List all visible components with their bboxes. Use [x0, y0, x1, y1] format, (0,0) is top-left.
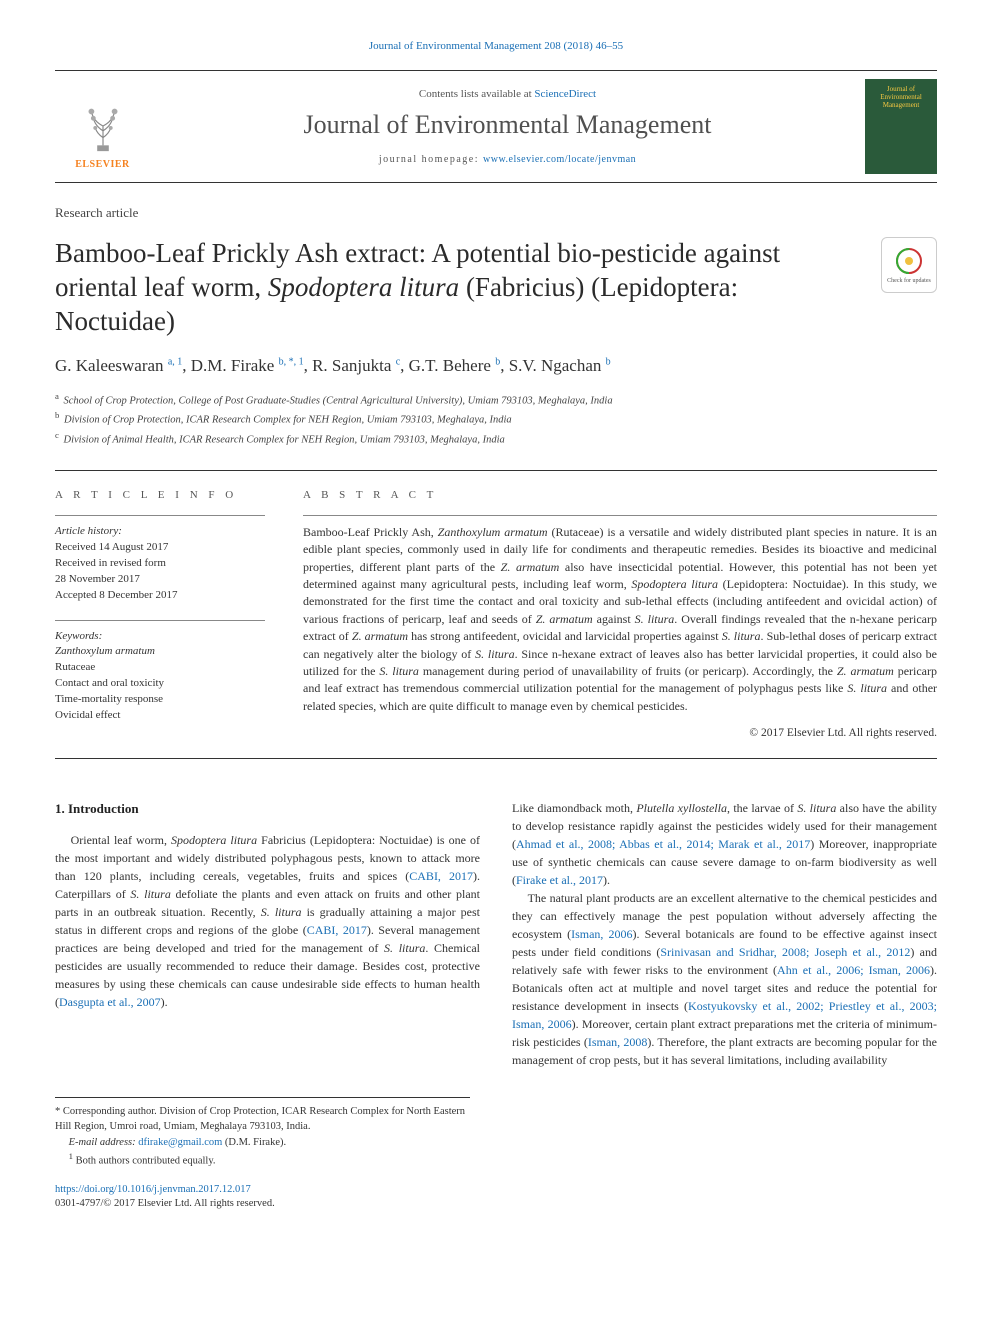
abstract-copyright: © 2017 Elsevier Ltd. All rights reserved…: [303, 727, 937, 739]
corresponding-author-note: * Corresponding author. Division of Crop…: [55, 1104, 470, 1134]
article-history-label: Article history:: [55, 524, 265, 540]
affiliation-b: b Division of Crop Protection, ICAR Rese…: [55, 409, 937, 428]
elsevier-logo[interactable]: ELSEVIER: [55, 79, 150, 174]
history-line: Received in revised form: [55, 556, 265, 572]
body-columns: 1. Introduction Oriental leaf worm, Spod…: [55, 799, 937, 1069]
article-info-column: A R T I C L E I N F O Article history: R…: [55, 489, 265, 740]
keyword: Time-mortality response: [55, 692, 265, 708]
section-rule-top: [55, 470, 937, 471]
section-rule-bottom: [55, 758, 937, 759]
introduction-heading: 1. Introduction: [55, 799, 480, 819]
article-info-heading: A R T I C L E I N F O: [55, 489, 265, 501]
keywords-label: Keywords:: [55, 629, 265, 645]
elsevier-tree-icon: [74, 97, 132, 155]
check-updates-label: Check for updates: [887, 278, 931, 284]
journal-homepage-link[interactable]: www.elsevier.com/locate/jenvman: [483, 154, 636, 165]
equal-contrib-note: 1 Both authors contributed equally.: [55, 1150, 470, 1169]
abstract-text: Bamboo-Leaf Prickly Ash, Zanthoxylum arm…: [303, 515, 937, 715]
journal-cover-thumbnail[interactable]: Journal of Environmental Management: [865, 79, 937, 174]
issn-copyright: 0301-4797/© 2017 Elsevier Ltd. All right…: [55, 1197, 937, 1212]
keyword: Rutaceae: [55, 660, 265, 676]
author-list: G. Kaleeswaran a, 1, D.M. Firake b, *, 1…: [55, 356, 937, 376]
keyword: Zanthoxylum armatum: [55, 644, 265, 660]
cover-line-1: Journal of: [868, 85, 934, 93]
footnotes: * Corresponding author. Division of Crop…: [55, 1097, 470, 1168]
crossmark-icon: [895, 247, 923, 275]
abstract-heading: A B S T R A C T: [303, 489, 937, 501]
journal-header: ELSEVIER Contents lists available at Sci…: [55, 70, 937, 183]
history-line: 28 November 2017: [55, 572, 265, 588]
email-note: E-mail address: dfirake@gmail.com (D.M. …: [55, 1135, 470, 1150]
sciencedirect-link[interactable]: ScienceDirect: [534, 88, 596, 100]
cover-line-3: Management: [868, 101, 934, 109]
affiliation-c: c Division of Animal Health, ICAR Resear…: [55, 429, 937, 448]
affiliations: a School of Crop Protection, College of …: [55, 390, 937, 448]
article-history-block: Article history: Received 14 August 2017…: [55, 515, 265, 604]
doi-link[interactable]: https://doi.org/10.1016/j.jenvman.2017.1…: [55, 1184, 251, 1195]
cover-line-2: Environmental: [868, 93, 934, 101]
check-updates-badge[interactable]: Check for updates: [881, 237, 937, 293]
intro-paragraph-2b: The natural plant products are an excell…: [512, 889, 937, 1069]
keyword: Ovicidal effect: [55, 708, 265, 724]
article-type: Research article: [55, 205, 937, 221]
contents-lists-line: Contents lists available at ScienceDirec…: [160, 88, 855, 100]
intro-paragraph-2a: Like diamondback moth, Plutella xylloste…: [512, 799, 937, 889]
journal-citation-link[interactable]: Journal of Environmental Management 208 …: [55, 40, 937, 52]
affiliation-a: a School of Crop Protection, College of …: [55, 390, 937, 409]
history-line: Received 14 August 2017: [55, 540, 265, 556]
body-column-left: 1. Introduction Oriental leaf worm, Spod…: [55, 799, 480, 1069]
body-column-right: Like diamondback moth, Plutella xylloste…: [512, 799, 937, 1069]
abstract-column: A B S T R A C T Bamboo-Leaf Prickly Ash,…: [303, 489, 937, 740]
elsevier-label: ELSEVIER: [75, 159, 130, 170]
corresponding-email-link[interactable]: dfirake@gmail.com: [138, 1137, 222, 1148]
contents-prefix: Contents lists available at: [419, 88, 534, 100]
keyword: Contact and oral toxicity: [55, 676, 265, 692]
journal-homepage-line: journal homepage: www.elsevier.com/locat…: [160, 154, 855, 165]
journal-name: Journal of Environmental Management: [160, 110, 855, 140]
keywords-block: Keywords: Zanthoxylum armatum Rutaceae C…: [55, 620, 265, 725]
history-line: Accepted 8 December 2017: [55, 588, 265, 604]
bottom-meta: https://doi.org/10.1016/j.jenvman.2017.1…: [55, 1183, 937, 1212]
homepage-prefix: journal homepage:: [379, 154, 483, 165]
article-title: Bamboo-Leaf Prickly Ash extract: A poten…: [55, 237, 863, 338]
intro-paragraph-1: Oriental leaf worm, Spodoptera litura Fa…: [55, 831, 480, 1011]
